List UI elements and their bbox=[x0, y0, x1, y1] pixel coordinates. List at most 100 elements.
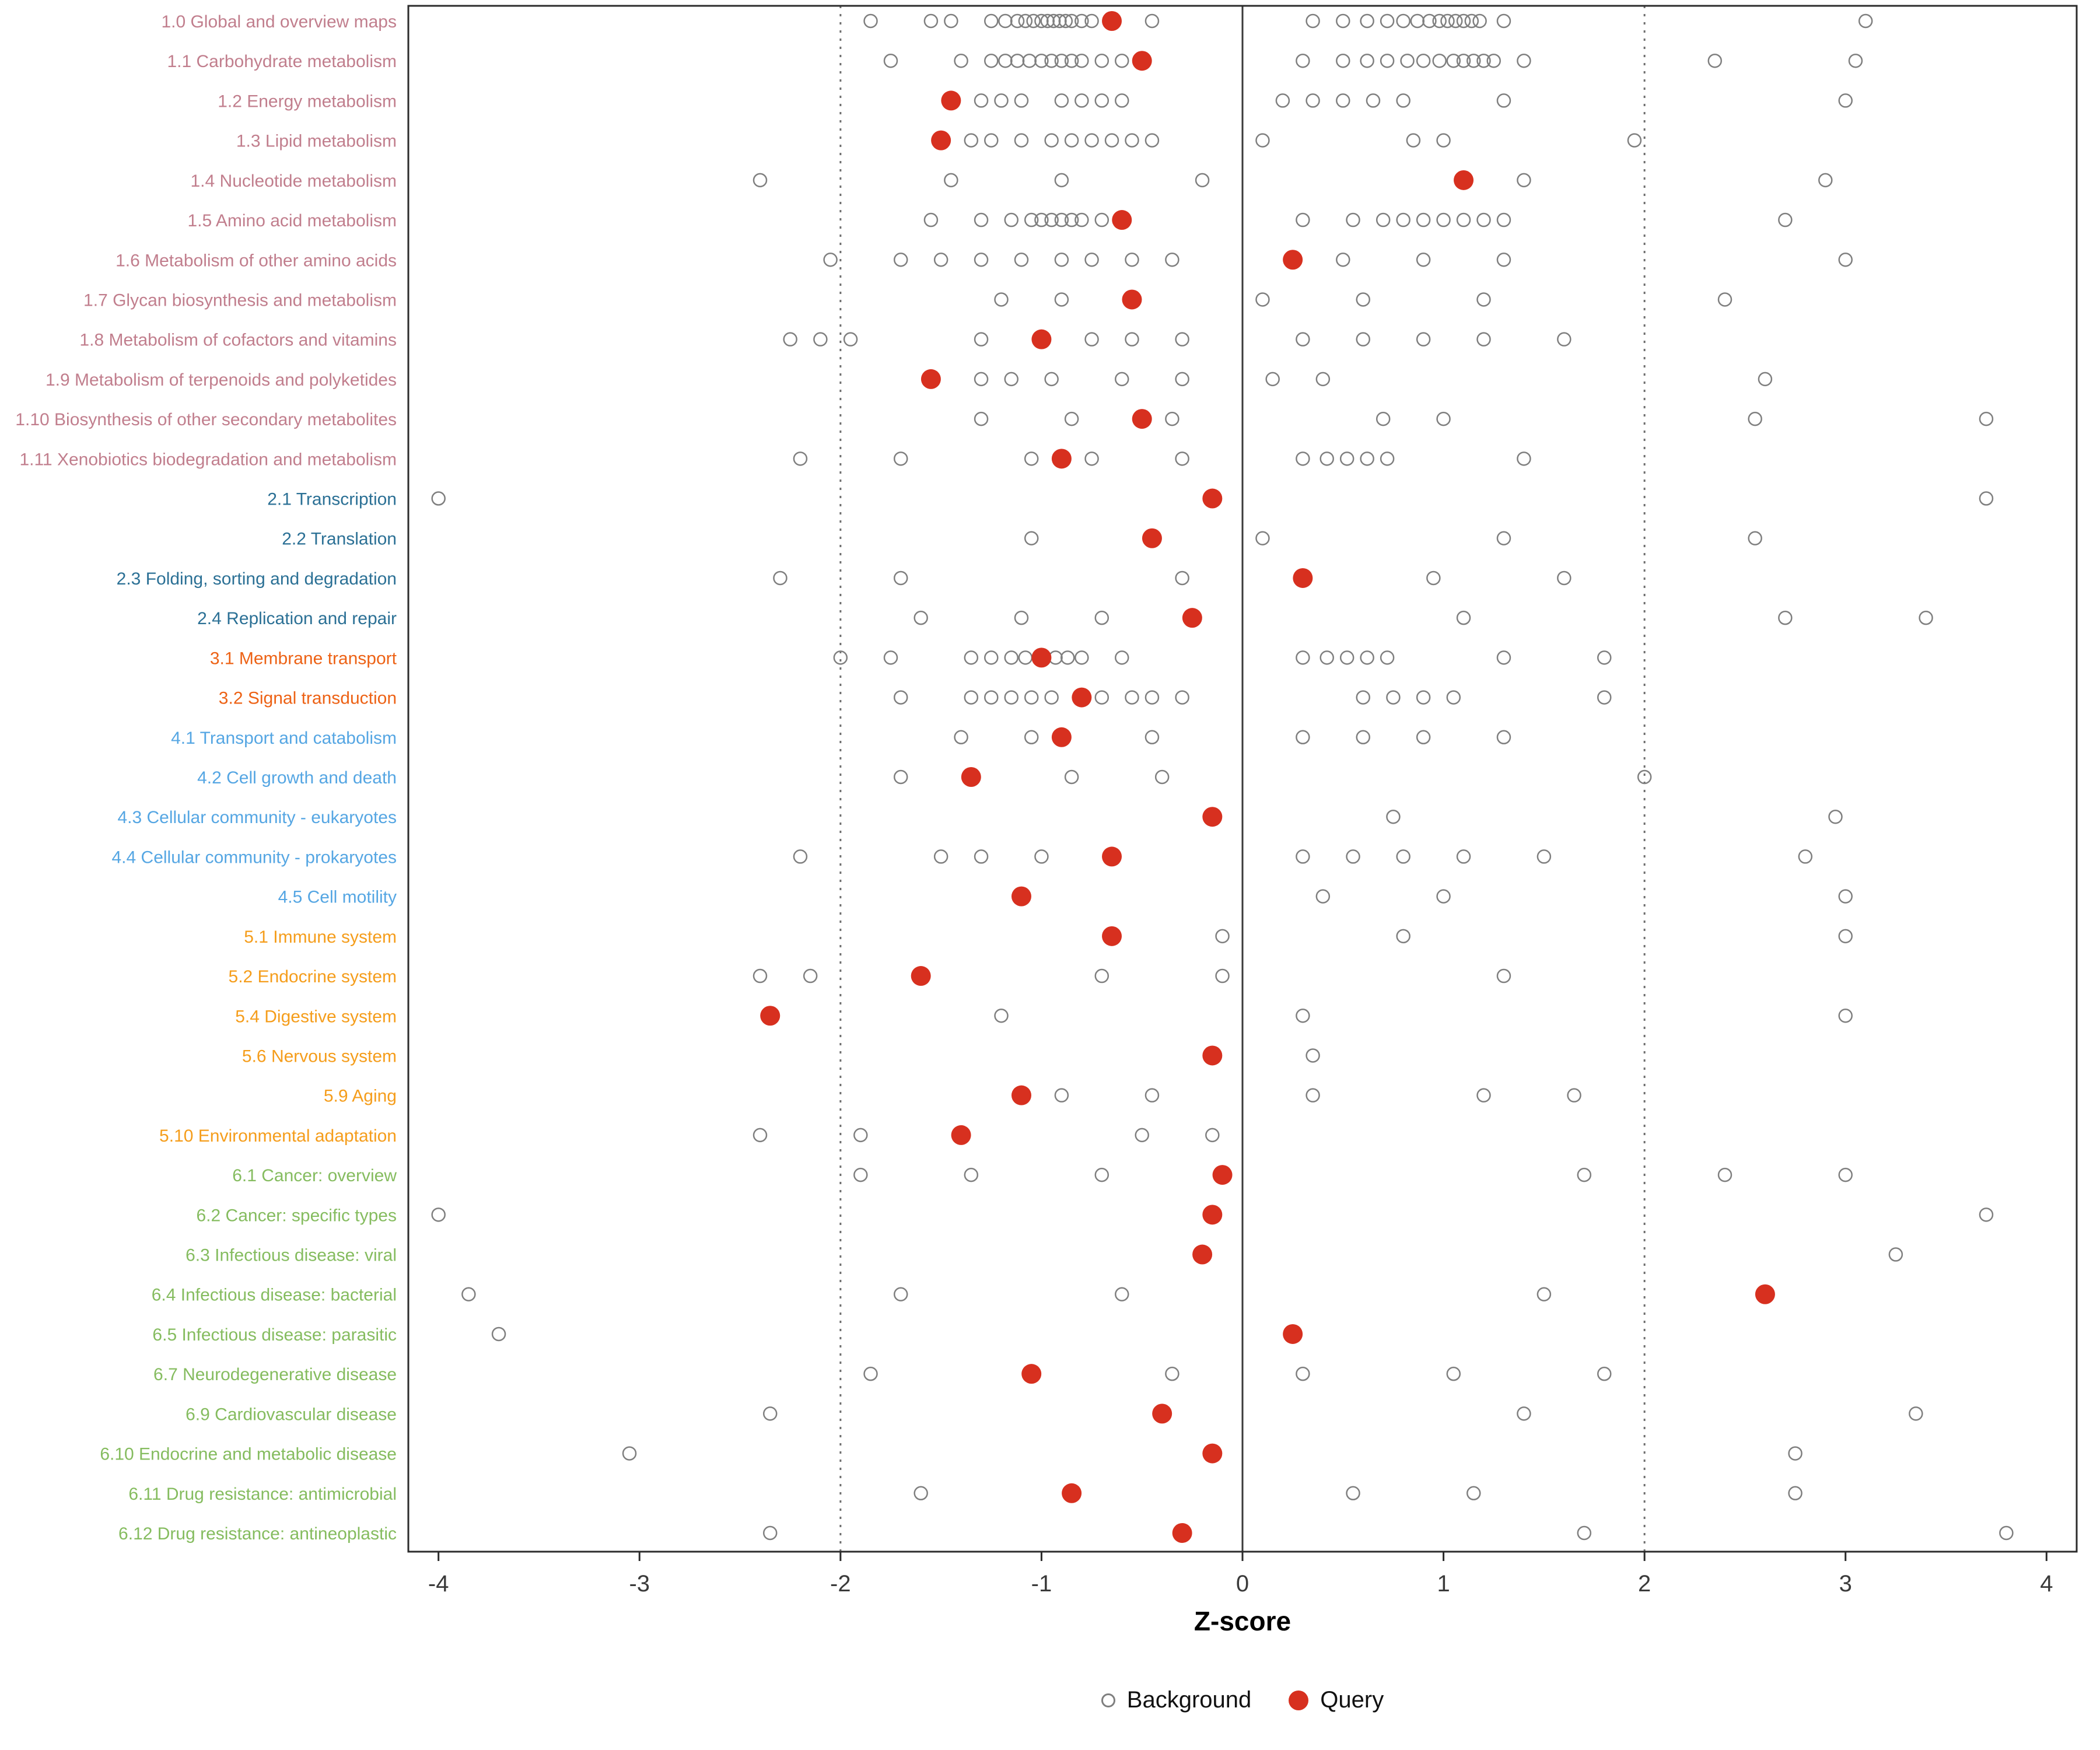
background-point bbox=[1788, 1486, 1803, 1501]
background-point bbox=[1084, 452, 1099, 466]
background-point bbox=[1748, 411, 1762, 426]
background-point bbox=[1054, 253, 1069, 267]
background-point bbox=[1356, 332, 1370, 346]
background-point bbox=[1054, 53, 1069, 68]
background-point bbox=[1838, 889, 1853, 904]
background-point bbox=[1115, 650, 1129, 665]
background-point bbox=[1320, 650, 1334, 665]
background-point bbox=[1446, 1366, 1461, 1381]
background-point bbox=[954, 53, 968, 68]
background-point bbox=[1919, 610, 1933, 625]
background-point bbox=[1094, 212, 1110, 228]
background-point bbox=[1346, 1486, 1360, 1501]
row-label: 5.9 Aging bbox=[324, 1087, 397, 1106]
row-label: 2.2 Translation bbox=[282, 530, 397, 549]
row-label: 1.6 Metabolism of other amino acids bbox=[116, 251, 397, 270]
background-point bbox=[843, 332, 858, 346]
background-point bbox=[1296, 212, 1310, 228]
row-label: 5.2 Endocrine system bbox=[229, 967, 397, 986]
background-point bbox=[1064, 769, 1079, 785]
background-point bbox=[1064, 411, 1079, 426]
background-point bbox=[1456, 610, 1471, 625]
query-point bbox=[951, 1125, 971, 1145]
background-point bbox=[1094, 690, 1110, 705]
background-point bbox=[1360, 13, 1374, 29]
background-point bbox=[1336, 13, 1350, 29]
background-point bbox=[1014, 253, 1029, 267]
background-point bbox=[1094, 1167, 1110, 1182]
background-point bbox=[1360, 452, 1374, 466]
row-label: 5.6 Nervous system bbox=[242, 1046, 397, 1066]
query-point bbox=[1102, 846, 1122, 867]
background-point bbox=[1104, 133, 1119, 148]
background-point bbox=[1400, 53, 1415, 68]
query-point bbox=[1454, 170, 1474, 190]
row-label: 1.7 Glycan biosynthesis and metabolism bbox=[83, 290, 397, 310]
x-tick-label: 2 bbox=[1638, 1571, 1651, 1597]
background-point bbox=[762, 1406, 778, 1421]
background-point bbox=[1175, 452, 1189, 466]
background-point bbox=[1979, 1208, 1994, 1222]
background-point bbox=[933, 253, 949, 267]
background-point bbox=[1597, 650, 1612, 665]
x-tick-label: 0 bbox=[1236, 1571, 1249, 1597]
background-point bbox=[1396, 93, 1410, 108]
background-point bbox=[1084, 253, 1099, 267]
query-point bbox=[1112, 210, 1132, 230]
background-point bbox=[1466, 53, 1481, 68]
background-point bbox=[1024, 212, 1039, 228]
query-point bbox=[1172, 1523, 1192, 1543]
x-tick-label: -4 bbox=[428, 1571, 449, 1597]
background-point bbox=[1054, 212, 1069, 228]
query-point bbox=[1283, 1324, 1303, 1344]
background-point bbox=[1074, 212, 1089, 228]
background-point bbox=[1094, 93, 1110, 108]
background-point bbox=[1018, 13, 1033, 29]
background-point bbox=[1018, 650, 1033, 665]
background-point bbox=[1024, 452, 1039, 466]
background-point bbox=[1215, 929, 1230, 944]
background-point bbox=[1296, 1366, 1310, 1381]
background-point bbox=[1432, 13, 1447, 29]
background-point bbox=[1084, 332, 1099, 346]
background-point bbox=[1396, 212, 1410, 228]
background-point bbox=[1296, 730, 1310, 745]
background-point bbox=[1044, 53, 1059, 68]
background-point bbox=[1010, 13, 1025, 29]
background-point bbox=[1979, 491, 1994, 506]
query-point bbox=[1182, 608, 1202, 628]
query-point bbox=[911, 966, 931, 986]
background-point bbox=[1044, 212, 1059, 228]
background-point bbox=[1144, 690, 1160, 705]
background-point bbox=[1115, 53, 1129, 68]
background-point bbox=[1979, 411, 1994, 426]
background-point bbox=[1339, 452, 1354, 466]
row-label: 5.10 Environmental adaptation bbox=[159, 1126, 397, 1146]
background-point bbox=[1446, 53, 1461, 68]
background-point bbox=[1165, 1366, 1180, 1381]
background-point bbox=[1466, 1486, 1481, 1501]
background-point bbox=[1115, 93, 1129, 108]
background-point bbox=[1060, 650, 1075, 665]
background-point bbox=[1306, 1048, 1320, 1063]
background-point bbox=[1517, 452, 1531, 466]
background-point bbox=[1336, 53, 1350, 68]
query-point bbox=[1021, 1364, 1042, 1384]
background-point bbox=[1074, 13, 1089, 29]
background-point bbox=[1464, 13, 1479, 29]
background-point bbox=[1707, 53, 1723, 68]
background-point bbox=[1366, 93, 1381, 108]
query-point bbox=[1011, 1085, 1031, 1105]
query-point bbox=[961, 767, 981, 787]
background-point bbox=[1360, 53, 1374, 68]
background-point bbox=[1074, 650, 1089, 665]
background-point bbox=[998, 53, 1013, 68]
background-point bbox=[1014, 610, 1029, 625]
background-point bbox=[1022, 53, 1037, 68]
background-point bbox=[1024, 730, 1039, 745]
background-point bbox=[1496, 93, 1511, 108]
background-point bbox=[1577, 1525, 1592, 1541]
background-point bbox=[1014, 93, 1029, 108]
background-point bbox=[984, 690, 999, 705]
background-point bbox=[964, 133, 979, 148]
